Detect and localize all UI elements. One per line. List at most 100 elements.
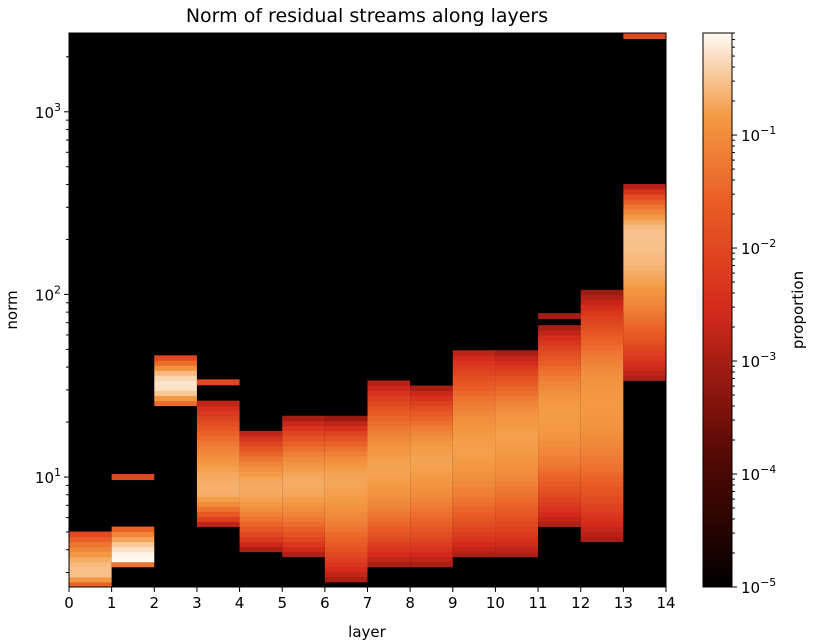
heatmap-cell-col6 [324,506,368,512]
heatmap-cell-col8 [410,430,453,437]
heatmap-cell-col13 [623,259,666,266]
heatmap-cell-col7 [367,511,411,517]
heatmap-cell-col12 [580,340,624,346]
heatmap-cell-col7 [367,461,411,467]
heatmap-cell-col2 [154,365,197,371]
heatmap-cell-col6 [324,561,368,568]
heatmap-cell-col2 [154,370,197,376]
heatmap-cell-col0 [69,536,112,543]
heatmap-cell-col11 [538,496,581,502]
heatmap-cell-col8 [410,445,453,452]
heatmap-cell-col9 [452,355,496,361]
heatmap-cell-col9 [452,400,496,407]
heatmap-cell-col10 [495,365,539,371]
heatmap-cell-col13 [623,365,666,371]
heatmap-cell-col12 [580,440,624,447]
heatmap-cell-col6 [324,425,368,432]
heatmap-cell-col13 [623,269,666,276]
x-tick-label: 10 [486,594,505,612]
heatmap-cell-col4 [239,430,283,437]
heatmap-cell-col4 [239,486,283,492]
x-tick-label: 11 [529,594,548,612]
heatmap-cell-col11 [538,425,581,432]
heatmap-cell-col7 [367,561,411,568]
heatmap-cell-col13 [623,219,666,225]
heatmap-cell-col12 [580,390,624,397]
heatmap-cell-col9 [452,466,496,472]
heatmap-cell-col3 [196,451,240,457]
heatmap-cell-col12 [580,350,624,356]
heatmap-cell-col6 [324,546,368,553]
heatmap-cell-col8 [410,556,453,563]
heatmap-cell-col3 [196,511,240,517]
x-tick-label: 14 [656,594,675,612]
heatmap-cell-col11 [538,486,581,492]
x-axis-label: layer [348,623,386,641]
heatmap-cell-col9 [452,415,496,422]
heatmap-cell-col1 [111,556,155,563]
heatmap-cell-col6 [324,496,368,502]
heatmap-cell-col12 [580,496,624,502]
heatmap-cell-col8 [410,536,453,543]
heatmap-cell-col13 [623,294,666,301]
heatmap-cell-col2 [154,390,197,397]
heatmap-cell-col5 [282,521,325,527]
heatmap-cell-col4 [239,476,283,482]
heatmap-cell-col7 [367,440,411,447]
heatmap-cell-col2 [154,375,197,381]
heatmap-cell-col5 [282,531,325,538]
heatmap-cell-col9 [452,435,496,442]
heatmap-cell-col3 [196,496,240,502]
heatmap-cell-col6 [324,476,368,482]
heatmap-cell-col7 [367,551,411,558]
heatmap-cell-col9 [452,506,496,512]
heatmap-cell-col7 [367,415,411,422]
heatmap-cell-col13 [623,310,666,316]
heatmap-cell-col11 [538,365,581,371]
heatmap-cell-col3 [196,476,240,482]
heatmap-cell-col5 [282,471,325,477]
heatmap-cell-col11 [538,476,581,482]
heatmap-cell-col6 [324,466,368,472]
heatmap-cell-col8 [410,481,453,487]
heatmap-cell-col7 [367,541,411,548]
heatmap-cell-col10 [495,451,539,457]
heatmap-cell-col13 [623,189,666,195]
heatmap-cell-col0 [69,566,112,573]
heatmap-cell-col13 [623,355,666,361]
colorbar [702,32,733,588]
heatmap-cell-col8 [410,521,453,527]
heatmap-cell-col8 [410,546,453,553]
heatmap-cell-col10 [495,521,539,527]
heatmap-cell-col8 [410,471,453,477]
heatmap-cell-col3 [196,481,240,487]
heatmap-cell-col0 [69,531,112,538]
heatmap-cell-col13 [623,304,666,311]
heatmap-cell-col13 [623,224,666,230]
heatmap-cell-col5 [282,435,325,442]
heatmap-cell-col2 [154,355,197,361]
heatmap-cell-col11 [538,501,581,507]
heatmap-cell-col13 [623,289,666,296]
x-tick-label: 9 [448,594,458,612]
colorbar-label: proportion [789,271,807,349]
heatmap-cell-col10 [495,440,539,447]
heatmap-cell-col6 [324,430,368,437]
heatmap-cell-col7 [367,486,411,492]
heatmap-cell-col10 [495,410,539,417]
heatmap-cell-col4 [239,466,283,472]
heatmap-cell-col1 [111,541,155,548]
heatmap-cell-col3 [196,486,240,492]
heatmap-cell-col8 [410,496,453,502]
heatmap-cell-col5 [282,415,325,422]
heatmap-cell-col4 [239,456,283,462]
heatmap-cell-col5 [282,466,325,472]
colorbar-tick-label: 10−4 [741,463,776,484]
y-axis-label: norm [3,290,21,329]
heatmap-cell-col9 [452,395,496,402]
heatmap-cell-col13 [623,184,666,190]
heatmap-cell-col10 [495,430,539,437]
heatmap-cell-col7 [367,536,411,543]
heatmap-cell-col12 [580,425,624,432]
heatmap-cell-col12 [580,310,624,316]
